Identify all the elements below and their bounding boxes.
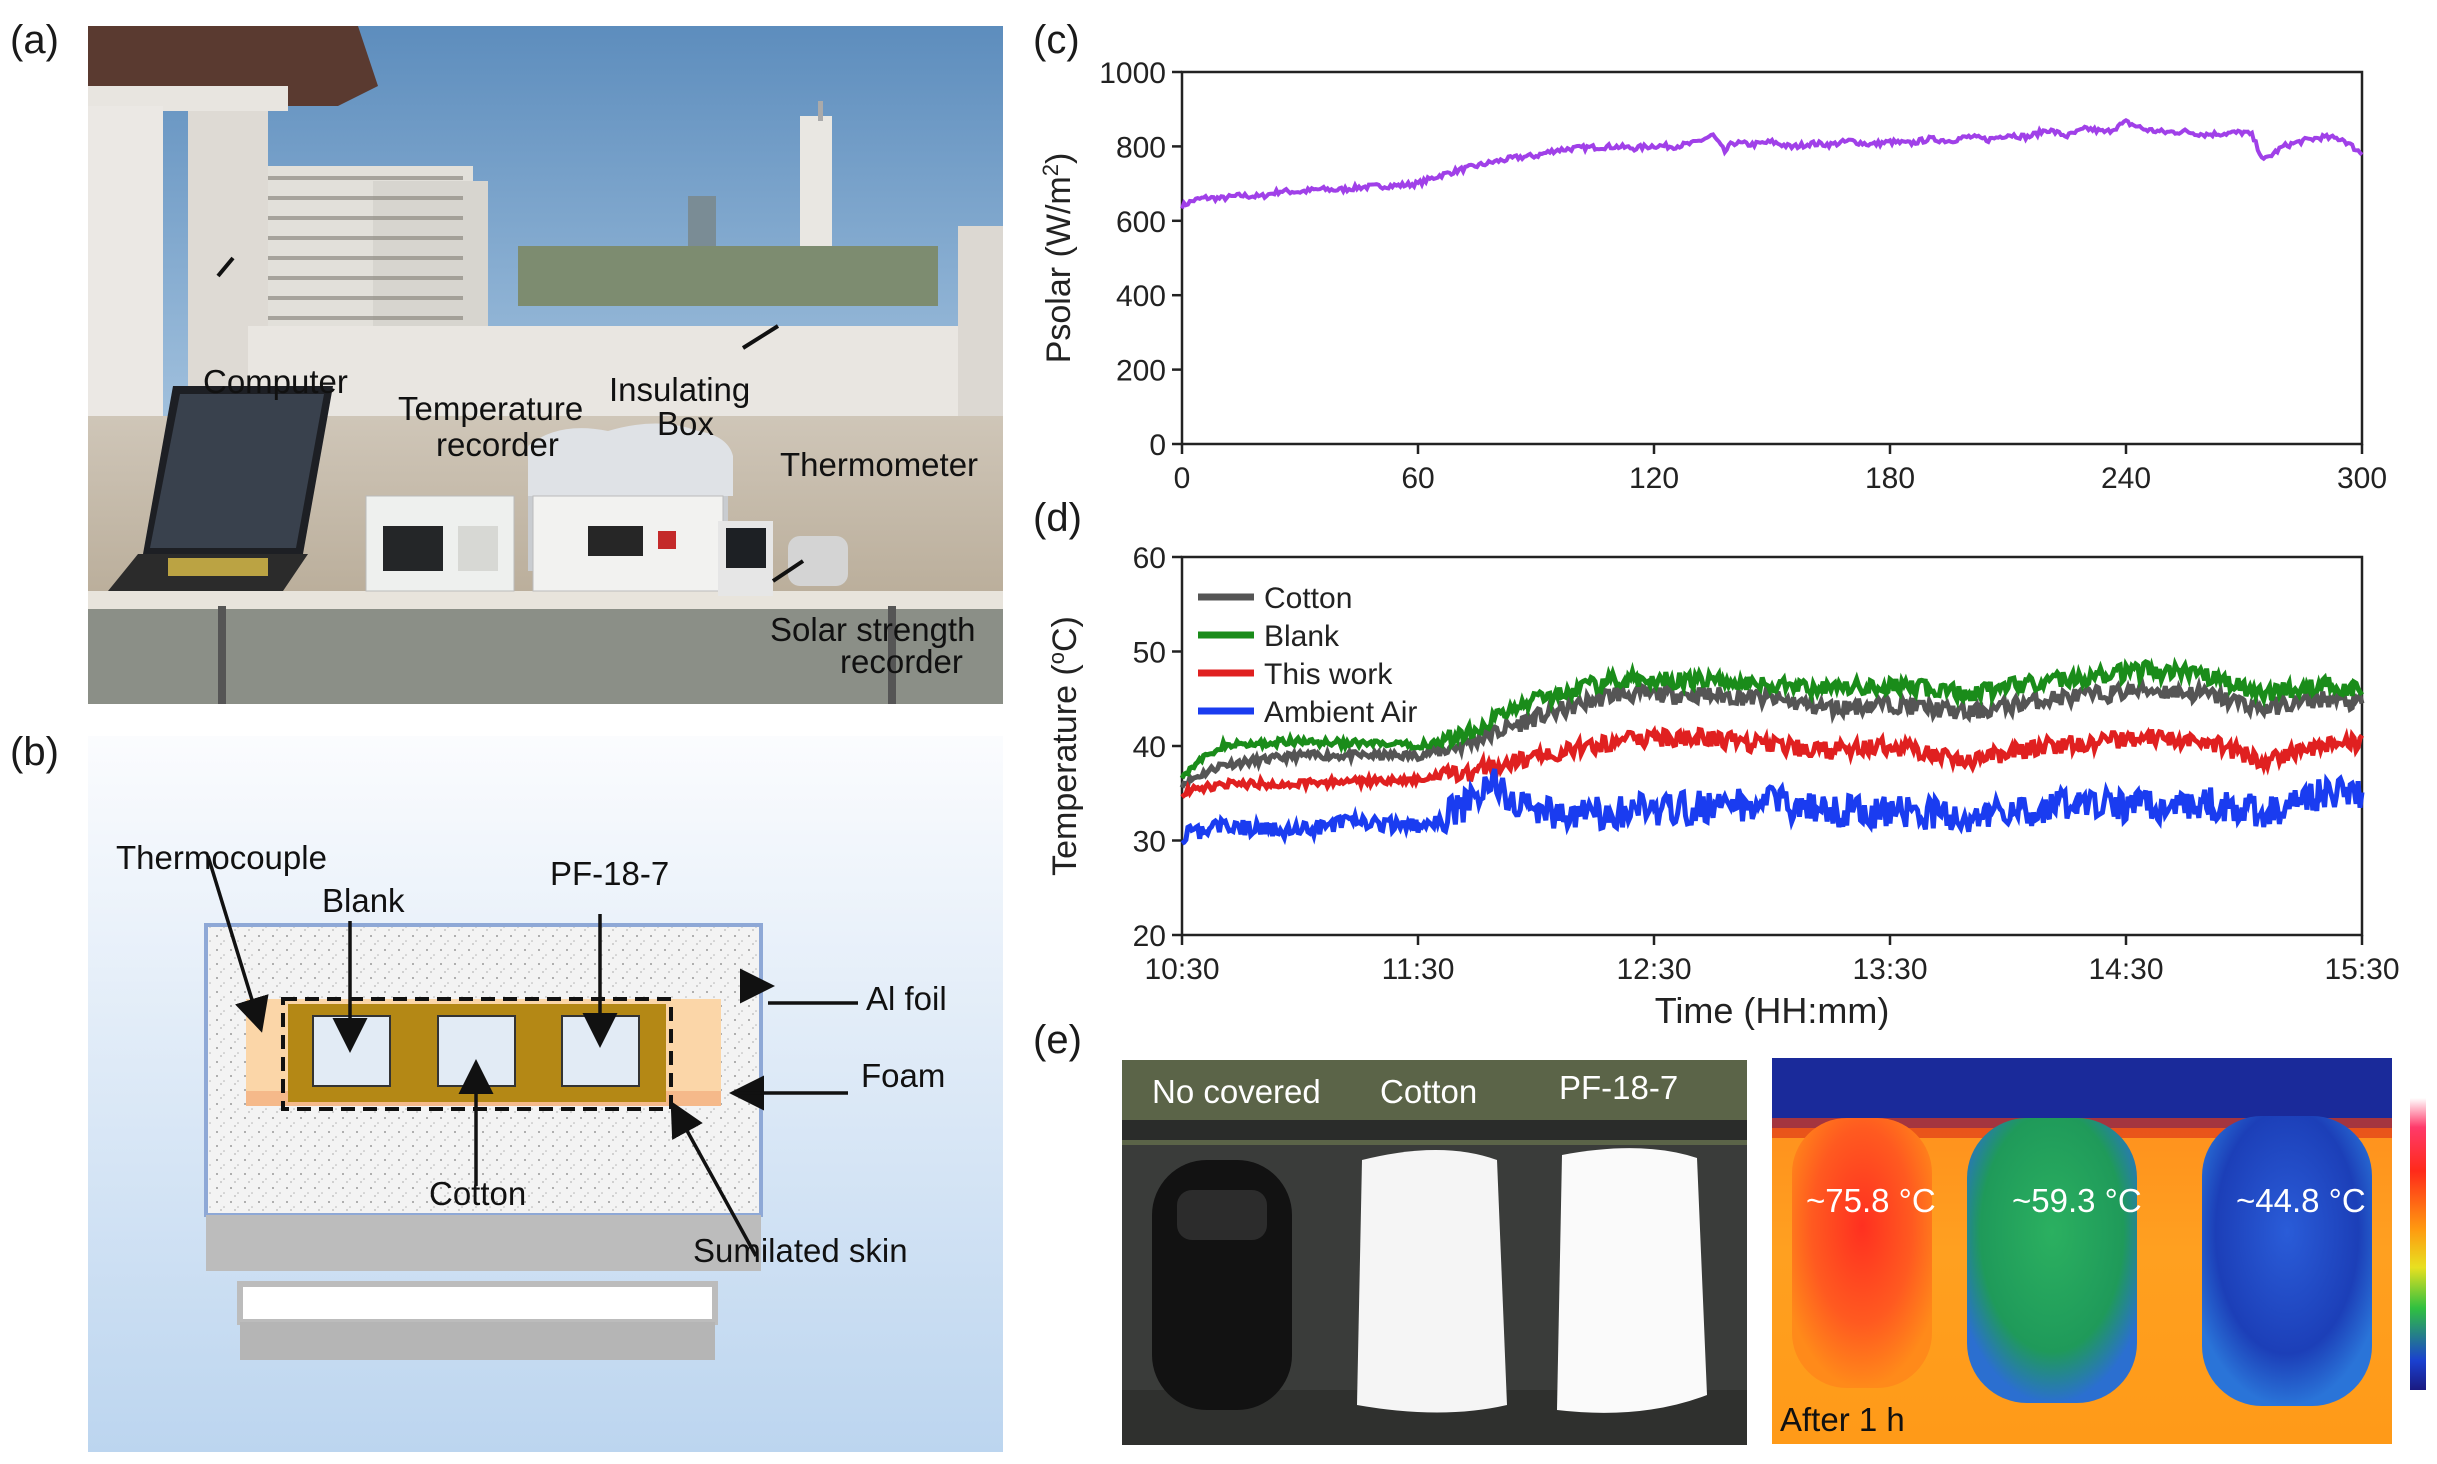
series-line-cotton: [1179, 674, 2365, 789]
panel-b-label: (b): [10, 730, 59, 774]
y-tick-label-c: 1000: [1099, 57, 1166, 90]
label-al-foil: Al foil: [866, 980, 947, 1017]
photo-scene: [88, 26, 1003, 704]
thermal-colorbar: [2410, 1098, 2426, 1390]
y-tick-label-d: 40: [1133, 731, 1166, 764]
series-line-blank: [1179, 656, 2365, 780]
x-tick-label-d: 11:30: [1382, 953, 1455, 986]
y-tick-label-c: 0: [1149, 429, 1166, 462]
y-tick-label-d: 20: [1133, 920, 1166, 953]
cool-car-thermal: [2202, 1116, 2372, 1406]
label-foam: Foam: [861, 1057, 946, 1094]
x-tick-label-c: 120: [1629, 462, 1679, 495]
outdoor-setup-photo: [88, 26, 1003, 704]
thermal-temp-no-covered: ~75.8 °C: [1806, 1182, 1936, 1219]
thermal-image: ~75.8 °C ~59.3 °C ~44.8 °C After 1 h: [1772, 1058, 2392, 1444]
x-tick-label-d: 14:30: [2088, 953, 2163, 986]
label-insulating-box-1: Insulating: [609, 371, 751, 408]
cotton-covered-car: [1357, 1150, 1507, 1413]
y-axis-label-d: Temperature (oC): [1044, 616, 1084, 876]
panel-d-label: (d): [1033, 496, 1082, 540]
series-line-psolar: [1180, 118, 2364, 210]
thermal-after-label: After 1 h: [1780, 1401, 1905, 1438]
x-tick-label-c: 300: [2337, 462, 2387, 495]
series-line-ambient-air: [1180, 768, 2365, 846]
y-tick-label-d: 50: [1133, 637, 1166, 670]
photo-label-no-covered: No covered: [1152, 1073, 1321, 1110]
panel-c-label: (c): [1033, 18, 1080, 62]
label-cotton: Cotton: [429, 1175, 527, 1212]
thermal-temp-pf: ~44.8 °C: [2236, 1182, 2366, 1219]
legend-label: Blank: [1264, 620, 1340, 653]
label-computer: Computer: [203, 363, 348, 400]
x-tick-label-d: 12:30: [1616, 953, 1691, 986]
y-tick-label-c: 200: [1116, 355, 1166, 388]
label-blank: Blank: [322, 882, 405, 919]
x-tick-label-d: 10:30: [1144, 953, 1219, 986]
schematic-diagram: [88, 736, 1003, 1452]
x-tick-label-c: 180: [1865, 462, 1915, 495]
x-tick-label-c: 60: [1401, 462, 1434, 495]
psolar-chart: 0 200 400 600 800 1000 0 60 120 180 240 300 Psolar (…: [1038, 57, 2387, 495]
x-tick-label-c: 240: [2101, 462, 2151, 495]
legend-label: Ambient Air: [1264, 696, 1417, 729]
y-tick-label-c: 600: [1116, 206, 1166, 239]
cars-photo: No covered Cotton PF-18-7: [1122, 1060, 1747, 1445]
x-tick-label-c: 0: [1174, 462, 1191, 495]
hot-car-thermal: [1792, 1118, 1932, 1388]
label-solar-recorder-2: recorder: [840, 643, 963, 680]
y-tick-label-c: 400: [1116, 280, 1166, 313]
series-line-this-work: [1180, 725, 2365, 799]
x-tick-label-d: 15:30: [2324, 953, 2399, 986]
label-thermocouple: Thermocouple: [116, 839, 327, 876]
x-axis-label-d: Time (HH:mm): [1655, 990, 1890, 1030]
label-temperature-recorder-1: Temperature: [398, 390, 584, 427]
photo-label-pf-18-7: PF-18-7: [1559, 1069, 1679, 1106]
label-insulating-box-2: Box: [657, 405, 714, 442]
panel-a-label: (a): [10, 18, 59, 62]
y-tick-label-d: 30: [1133, 826, 1166, 859]
label-simulated-skin: Sumilated skin: [693, 1232, 908, 1269]
label-temperature-recorder-2: recorder: [436, 426, 559, 463]
y-tick-label-c: 800: [1116, 131, 1166, 164]
mid-car-thermal: [1967, 1118, 2137, 1403]
y-tick-label-d: 60: [1133, 542, 1166, 575]
legend-label: Cotton: [1264, 582, 1352, 615]
base-plate: [206, 1215, 761, 1271]
thermal-temp-cotton: ~59.3 °C: [2012, 1182, 2142, 1219]
temperature-chart: 20 30 40 50 60 10:30 11:30 12:30 13:30 14:30 15:30…: [1044, 542, 2400, 1030]
y-axis-label-c: Psolar (W/m2): [1038, 153, 1078, 364]
label-pf-18-7: PF-18-7: [550, 855, 670, 892]
label-solar-recorder-1: Solar strength: [770, 611, 976, 648]
photo-label-cotton: Cotton: [1380, 1073, 1478, 1110]
label-thermometer: Thermometer: [780, 446, 979, 483]
pf-covered-car: [1557, 1148, 1707, 1413]
plot-frame-c: [1180, 70, 2364, 446]
x-tick-label-d: 13:30: [1852, 953, 1927, 986]
legend-label: This work: [1264, 658, 1393, 691]
panel-e-label: (e): [1033, 1018, 1082, 1062]
